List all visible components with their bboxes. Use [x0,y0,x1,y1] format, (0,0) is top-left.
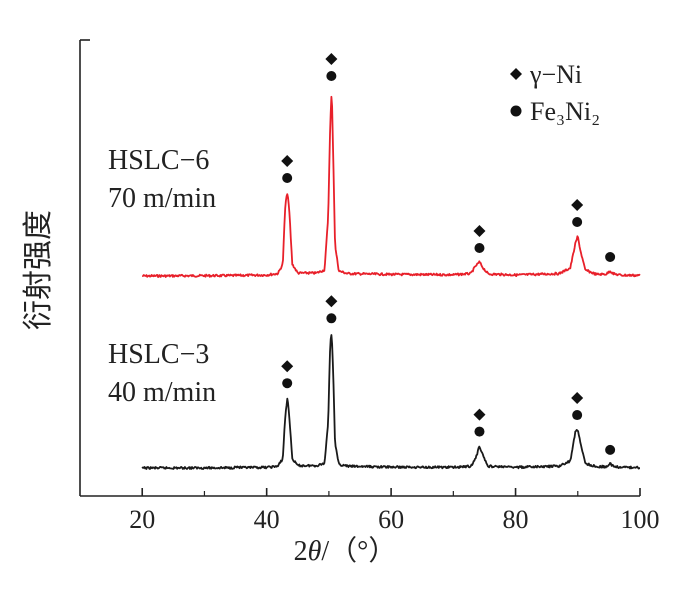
peak-marker-circle [282,378,293,389]
x-tick-label: 40 [254,505,280,534]
peak-marker-diamond [281,360,294,373]
peak-marker-circle [474,243,485,253]
legend-label-fe3ni2: Fe₃Ni₂ [530,97,600,126]
peak-marker-diamond [571,199,584,211]
peak-markers [281,53,616,455]
peak-marker-circle [326,71,337,81]
x-tick-label: 20 [129,505,155,534]
x-axis-label-unit: /（°） [321,535,396,567]
peak-marker-circle [326,313,337,324]
peak-marker-circle [605,444,616,455]
legend-circle-marker [510,105,522,117]
peak-marker-circle [282,173,293,183]
peak-marker-circle [474,426,485,437]
peak-marker-circle [572,410,583,421]
peak-marker-diamond [325,295,338,308]
x-axis-label-base: 2 [294,536,308,567]
x-axis-label: 2θ/（°） [294,535,397,567]
peak-marker-diamond [571,392,584,405]
peak-marker-diamond [281,155,294,167]
x-axis-label-theta: θ [308,536,322,567]
series-line-hslc-3 [141,334,641,470]
series-label-bottom: HSLC−3 40 m/min [108,339,216,408]
peak-marker-diamond [473,225,486,237]
peak-marker-diamond [325,53,338,65]
legend-label-gamma-ni: γ−Ni [529,60,582,89]
series-line-hslc-6 [142,95,641,278]
series-label-top-line1: HSLC−6 [108,145,209,176]
series-label-top-line2: 70 m/min [108,183,216,214]
y-axis-label: 衍射强度 [22,210,55,330]
series-label-top: HSLC−6 70 m/min [108,145,216,214]
x-tick-label: 60 [378,505,404,534]
legend-diamond-marker [510,68,522,80]
x-tick-label: 80 [503,505,529,534]
peak-marker-diamond [473,408,486,421]
series-label-bottom-line1: HSLC−3 [108,339,209,370]
traces [141,95,641,470]
x-tick-label: 100 [621,505,660,534]
series-label-bottom-line2: 40 m/min [108,377,216,408]
axes: 20 40 60 80 100 [79,39,660,534]
legend: γ−Ni Fe₃Ni₂ [510,60,600,126]
peak-marker-circle [605,252,616,262]
peak-marker-circle [572,217,583,227]
